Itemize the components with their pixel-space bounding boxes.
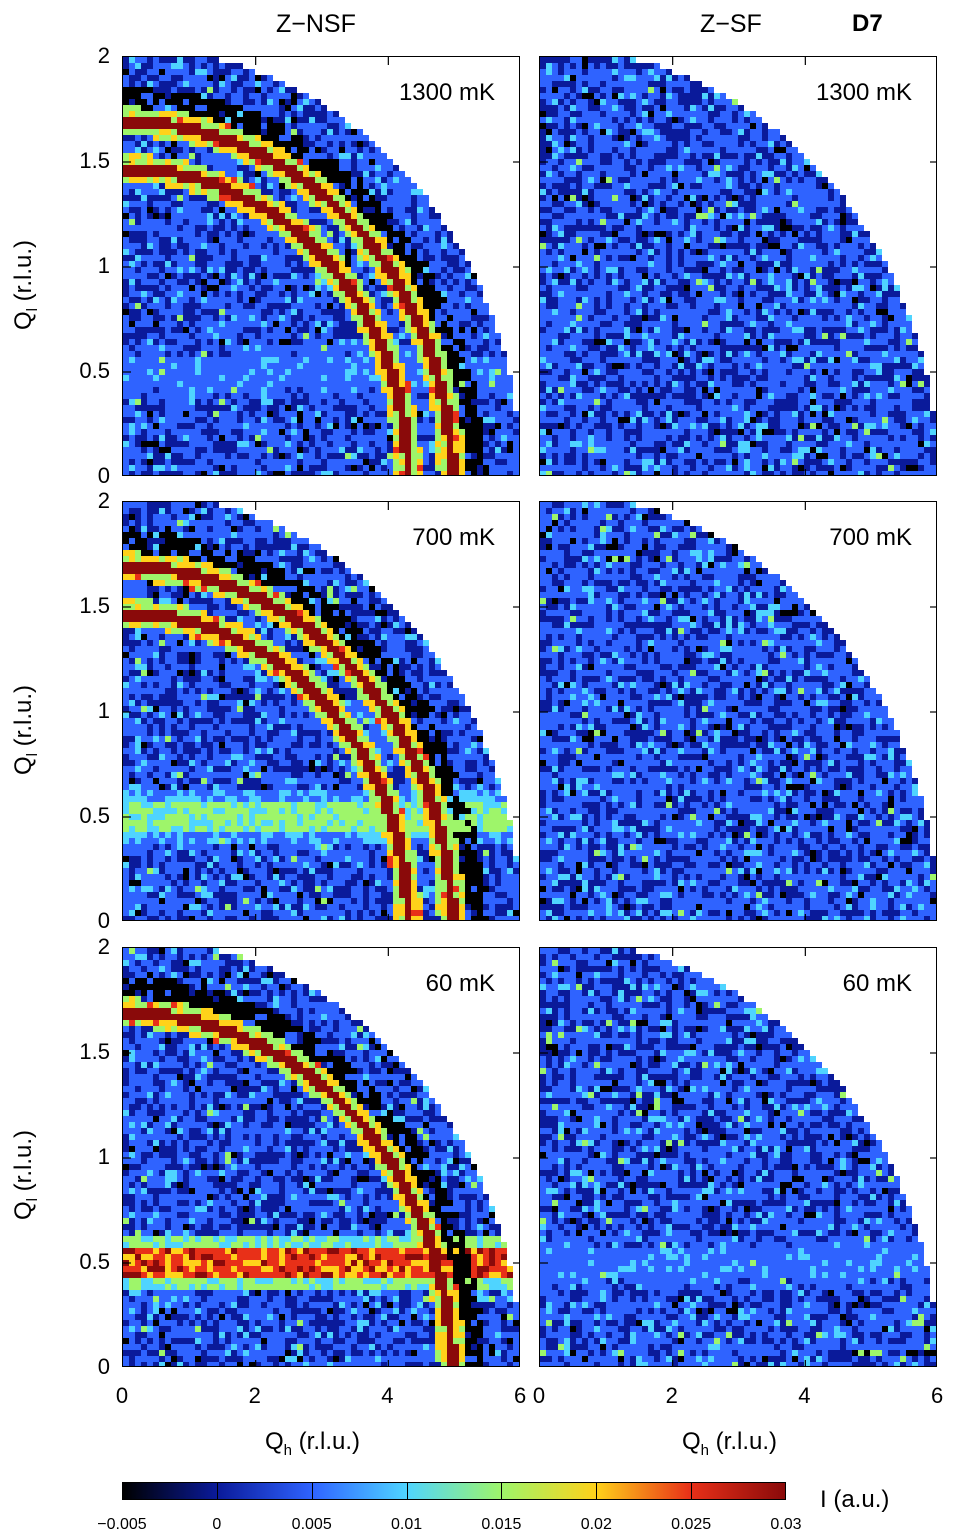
heatmap-canvas — [540, 948, 936, 1366]
heatmap-panel-nsf-1300mk: 1300 mK — [122, 56, 520, 476]
colorbar-tick-label: 0.02 — [566, 1516, 626, 1534]
colorbar-tick-label: 0 — [187, 1516, 247, 1534]
temperature-label: 700 mK — [412, 524, 495, 552]
colorbar-tick-mark — [596, 1482, 598, 1500]
x-axis-label-right: Qh (r.l.u.) — [682, 1428, 777, 1459]
heatmap-panel-sf-60mk: 60 mK — [539, 947, 937, 1367]
y-tick-label: 1 — [50, 1144, 110, 1170]
colorbar-tick-label: 0.015 — [471, 1516, 531, 1534]
y-tick-label: 2 — [50, 43, 110, 69]
heatmap-canvas — [540, 502, 936, 920]
colorbar-tick-label: −0.005 — [92, 1516, 152, 1534]
colorbar-tick-mark — [501, 1482, 503, 1500]
heatmap-panel-nsf-700mk: 700 mK — [122, 501, 520, 921]
colorbar-tick-label: 0.03 — [756, 1516, 816, 1534]
y-axis-label-row1: Ql (r.l.u.) — [10, 240, 41, 330]
temperature-label: 60 mK — [843, 970, 912, 998]
colorbar-tick-mark — [216, 1482, 218, 1500]
temperature-label: 700 mK — [829, 524, 912, 552]
x-tick-label: 6 — [500, 1383, 540, 1409]
y-tick-label: 1.5 — [50, 148, 110, 174]
heatmap-canvas — [123, 948, 519, 1366]
x-tick-label: 0 — [102, 1383, 142, 1409]
heatmap-panel-sf-700mk: 700 mK — [539, 501, 937, 921]
colorbar — [122, 1482, 786, 1500]
heatmap-canvas — [540, 57, 936, 475]
left-column-title: Z−NSF — [276, 10, 356, 39]
x-tick-label: 6 — [917, 1383, 957, 1409]
y-axis-label-row2: Ql (r.l.u.) — [10, 685, 41, 775]
x-tick-label: 4 — [784, 1383, 824, 1409]
temperature-label: 1300 mK — [816, 79, 912, 107]
y-tick-label: 0 — [50, 463, 110, 489]
y-tick-label: 1 — [50, 253, 110, 279]
heatmap-canvas — [123, 502, 519, 920]
colorbar-tick-label: 0.005 — [282, 1516, 342, 1534]
x-tick-label: 2 — [652, 1383, 692, 1409]
y-tick-label: 2 — [50, 488, 110, 514]
x-axis-label-left: Qh (r.l.u.) — [265, 1428, 360, 1459]
y-tick-label: 0 — [50, 1354, 110, 1380]
x-tick-label: 2 — [235, 1383, 275, 1409]
temperature-label: 1300 mK — [399, 79, 495, 107]
colorbar-tick-mark — [311, 1482, 313, 1500]
colorbar-label: I (a.u.) — [820, 1486, 889, 1514]
y-tick-label: 1 — [50, 698, 110, 724]
y-axis-label-row3: Ql (r.l.u.) — [10, 1130, 41, 1220]
y-tick-label: 0 — [50, 908, 110, 934]
y-tick-label: 0.5 — [50, 358, 110, 384]
y-tick-label: 1.5 — [50, 1039, 110, 1065]
y-tick-label: 0.5 — [50, 803, 110, 829]
y-tick-label: 1.5 — [50, 593, 110, 619]
right-column-title: Z−SF — [700, 10, 762, 39]
y-tick-label: 0.5 — [50, 1249, 110, 1275]
heatmap-panel-sf-1300mk: 1300 mK — [539, 56, 937, 476]
y-tick-label: 2 — [50, 934, 110, 960]
colorbar-tick-label: 0.025 — [661, 1516, 721, 1534]
instrument-label: D7 — [852, 10, 883, 38]
colorbar-tick-mark — [406, 1482, 408, 1500]
x-tick-label: 0 — [519, 1383, 559, 1409]
colorbar-tick-mark — [691, 1482, 693, 1500]
colorbar-tick-label: 0.01 — [377, 1516, 437, 1534]
heatmap-panel-nsf-60mk: 60 mK — [122, 947, 520, 1367]
x-tick-label: 4 — [367, 1383, 407, 1409]
heatmap-canvas — [123, 57, 519, 475]
temperature-label: 60 mK — [426, 970, 495, 998]
